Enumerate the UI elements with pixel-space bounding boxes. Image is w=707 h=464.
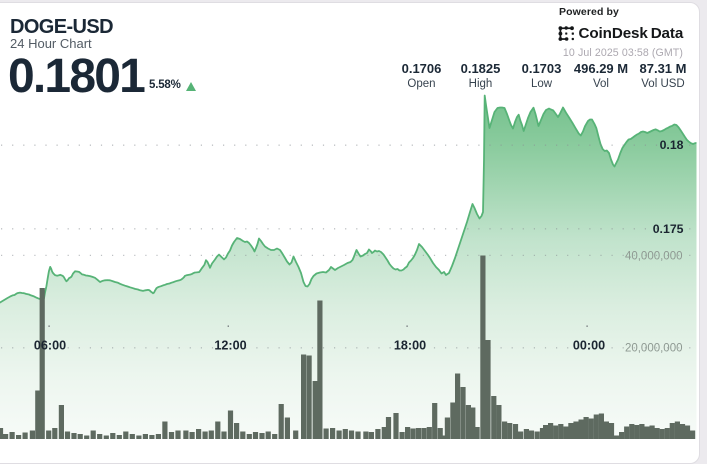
svg-text:40,000,000: 40,000,000 (625, 250, 683, 262)
svg-text:06:00: 06:00 (34, 339, 66, 353)
svg-text:12:00: 12:00 (214, 339, 246, 353)
svg-text:20,000,000: 20,000,000 (625, 343, 683, 355)
svg-text:00:00: 00:00 (573, 339, 605, 353)
svg-text:0.175: 0.175 (653, 222, 684, 236)
svg-text:0.18: 0.18 (660, 138, 684, 152)
svg-text:18:00: 18:00 (394, 339, 426, 353)
